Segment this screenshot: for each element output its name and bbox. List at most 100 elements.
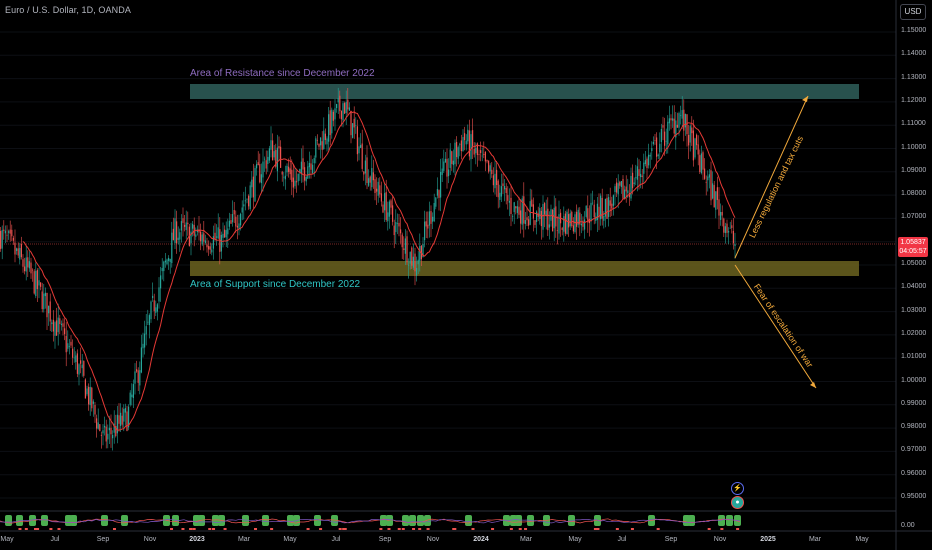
candle-body <box>676 124 678 128</box>
candle-body <box>598 206 600 218</box>
candle-body <box>531 199 533 207</box>
indicator-mark <box>189 528 193 530</box>
candle-body <box>406 236 408 263</box>
candle-body <box>528 219 530 226</box>
candle-body <box>572 225 574 232</box>
candle-body <box>48 305 50 314</box>
candle-body <box>297 173 299 182</box>
indicator-mark <box>707 528 711 530</box>
indicator-mark <box>596 528 600 530</box>
candle-body <box>251 179 253 188</box>
dividend-icon[interactable]: ● <box>731 496 744 509</box>
candle-body <box>217 227 219 239</box>
candle-body <box>147 321 149 323</box>
candle-body <box>404 238 406 254</box>
support-zone[interactable] <box>190 261 859 276</box>
candle-body <box>52 319 54 332</box>
candle-body <box>513 202 515 213</box>
candle-body <box>100 434 102 436</box>
down-arrowhead <box>810 382 816 388</box>
last-price-tag: 1.05837 04:05:57 <box>898 237 928 257</box>
candle-body <box>393 225 395 236</box>
candle-body <box>27 257 29 268</box>
candle-body <box>569 213 571 227</box>
resistance-zone[interactable] <box>190 84 859 99</box>
candle-body <box>152 295 154 299</box>
candle-body <box>158 287 160 302</box>
candle-body <box>576 211 578 227</box>
candle-body <box>448 169 450 177</box>
candle-body <box>496 169 498 186</box>
candle-body <box>118 415 120 424</box>
candle-body <box>257 162 259 166</box>
candle-body <box>334 108 336 120</box>
candle-body <box>372 172 374 181</box>
time-axis-label: Sep <box>96 536 110 543</box>
candle-body <box>505 188 507 194</box>
candle-body <box>51 322 53 325</box>
candle-body <box>731 225 733 228</box>
indicator-signal-bar <box>409 515 416 526</box>
indicator-mark <box>401 528 405 530</box>
candle-body <box>708 174 710 178</box>
candle-body <box>516 206 518 213</box>
candle-body <box>25 257 27 272</box>
candle-body <box>329 110 331 136</box>
candle-body <box>521 198 523 225</box>
candle-body <box>548 224 550 228</box>
candle-body <box>592 202 594 204</box>
time-axis-label: Nov <box>426 536 440 543</box>
candle-body <box>132 384 134 399</box>
candle-body <box>606 197 608 219</box>
candle-body <box>395 222 397 233</box>
candle-body <box>732 230 734 244</box>
indicator-mark <box>342 528 346 530</box>
candle-body <box>673 118 675 134</box>
candle-body <box>694 138 696 158</box>
candle-body <box>44 292 46 297</box>
symbol-title[interactable]: Euro / U.S. Dollar, 1D, OANDA <box>5 5 131 15</box>
indicator-signal-bar <box>424 515 431 526</box>
candle-body <box>409 251 411 264</box>
candle-body <box>710 170 712 201</box>
time-axis-label: 2024 <box>473 536 489 543</box>
candle-body <box>344 102 346 114</box>
candle-body <box>283 176 285 178</box>
indicator-mark <box>254 528 258 530</box>
down-projection-arrow[interactable] <box>734 264 817 389</box>
candle-body <box>452 160 454 166</box>
candle-body <box>259 164 261 183</box>
candle-body <box>678 113 680 128</box>
price-axis-label: 1.10000 <box>901 143 927 151</box>
candle-body <box>665 140 667 142</box>
candle-body <box>619 182 621 186</box>
candle-body <box>14 242 16 255</box>
candle-body <box>73 357 75 359</box>
candle-body <box>657 154 659 157</box>
candle-body <box>286 165 288 173</box>
candle-body <box>388 201 390 217</box>
candle-body <box>268 148 270 161</box>
candle-body <box>336 103 338 109</box>
lightning-icon[interactable]: ⚡ <box>731 482 744 495</box>
candle-body <box>124 408 126 413</box>
indicator-mark <box>418 528 422 530</box>
support-label: Area of Support since December 2022 <box>190 279 361 290</box>
candle-body <box>417 259 419 265</box>
price-axis-label: 0.99000 <box>901 399 927 407</box>
candle-body <box>630 175 632 199</box>
candle-body <box>483 153 485 155</box>
candle-body <box>294 180 296 187</box>
candle-body <box>465 140 467 145</box>
candle-body <box>403 248 405 251</box>
currency-button[interactable]: USD <box>900 4 926 20</box>
candle-body <box>360 145 362 148</box>
candle-body <box>155 307 157 313</box>
candle-body <box>484 151 486 162</box>
candle-body <box>64 328 66 335</box>
candle-body <box>585 205 587 217</box>
up-projection-arrow[interactable] <box>734 95 809 259</box>
indicator-mark <box>338 528 342 530</box>
candle-body <box>281 171 283 175</box>
